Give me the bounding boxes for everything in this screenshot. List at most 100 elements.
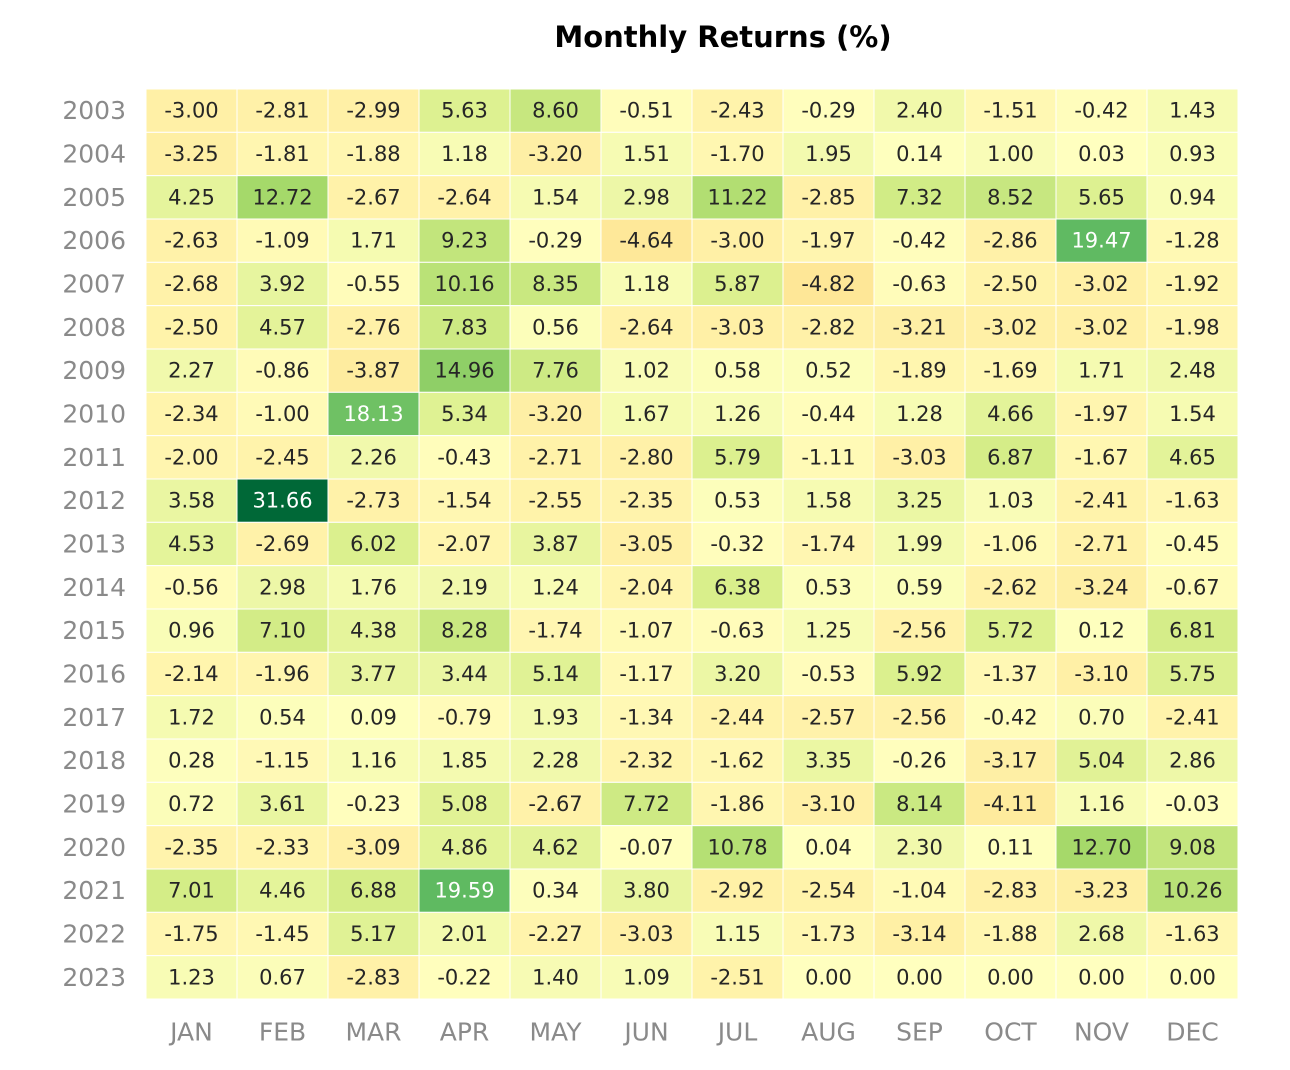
heatmap-cell bbox=[1146, 911, 1239, 957]
heatmap-cell bbox=[691, 521, 784, 567]
cell-value-label: -2.82 bbox=[801, 315, 855, 339]
heatmap-cell bbox=[327, 88, 420, 133]
heatmap-cell bbox=[236, 825, 329, 870]
cell-value-label: -1.11 bbox=[801, 445, 855, 469]
heatmap-cell bbox=[418, 911, 511, 957]
heatmap-cell bbox=[236, 565, 329, 610]
cell-value-label: 4.53 bbox=[168, 532, 215, 556]
cell-value-label: 5.34 bbox=[441, 402, 488, 426]
heatmap-cell bbox=[782, 88, 875, 133]
heatmap-cell bbox=[1146, 521, 1239, 567]
heatmap-cell bbox=[418, 825, 511, 870]
cell-value-label: -1.89 bbox=[892, 359, 946, 383]
heatmap-cell bbox=[327, 391, 420, 437]
cell-value-label: -2.32 bbox=[619, 749, 673, 773]
cell-value-label: 4.25 bbox=[168, 185, 215, 209]
heatmap-cell bbox=[691, 131, 784, 177]
heatmap-cell bbox=[873, 305, 966, 350]
cell-value-label: 10.26 bbox=[1162, 879, 1222, 903]
cell-value-label: -2.27 bbox=[528, 922, 582, 946]
cell-value-label: -2.41 bbox=[1074, 489, 1128, 513]
heatmap-cell bbox=[691, 391, 784, 437]
cell-value-label: 2.48 bbox=[1169, 359, 1216, 383]
cell-value-label: -2.35 bbox=[619, 489, 673, 513]
cell-value-label: -2.76 bbox=[346, 315, 400, 339]
cell-value-label: -3.05 bbox=[619, 532, 673, 556]
cell-value-label: 4.57 bbox=[259, 315, 306, 339]
year-axis: 2003 2004 2005 2006 2007 2008 2009 2010 2011 2012… bbox=[62, 96, 126, 992]
cell-value-label: 4.46 bbox=[259, 879, 306, 903]
cell-value-label: -3.14 bbox=[892, 922, 946, 946]
heatmap-cell bbox=[1146, 695, 1239, 740]
cell-value-label: -3.17 bbox=[983, 749, 1037, 773]
heatmap-cell bbox=[1055, 608, 1148, 653]
cell-value-label: 7.72 bbox=[623, 792, 670, 816]
cell-value-label: 0.34 bbox=[532, 879, 579, 903]
heatmap-cell bbox=[691, 911, 784, 957]
cell-value-label: 6.88 bbox=[350, 879, 397, 903]
cell-value-label: 1.95 bbox=[805, 142, 852, 166]
heatmap-cell bbox=[1146, 348, 1239, 393]
heatmap-cell bbox=[145, 218, 238, 263]
cell-value-label: -1.73 bbox=[801, 922, 855, 946]
cell-value-label: 14.96 bbox=[434, 359, 494, 383]
cell-value-label: 1.76 bbox=[350, 575, 397, 599]
heatmap-cell bbox=[1055, 955, 1148, 1000]
heatmap-cell bbox=[691, 305, 784, 350]
cell-value-label: 6.38 bbox=[714, 575, 761, 599]
heatmap-cell bbox=[327, 218, 420, 263]
heatmap-cell bbox=[145, 738, 238, 783]
cell-value-label: -0.42 bbox=[892, 229, 946, 253]
cell-value-label: -1.34 bbox=[619, 705, 673, 729]
cell-value-label: -3.21 bbox=[892, 315, 946, 339]
cell-value-label: 5.08 bbox=[441, 792, 488, 816]
heatmap-cell bbox=[509, 131, 602, 177]
heatmap-cell bbox=[782, 955, 875, 1000]
month-tick-label: JUN bbox=[622, 1018, 668, 1047]
heatmap-cell bbox=[418, 348, 511, 393]
cell-value-label: -2.67 bbox=[346, 185, 400, 209]
year-tick-label: 2018 bbox=[62, 746, 126, 775]
cell-value-label: 3.20 bbox=[714, 662, 761, 686]
cell-value-label: 0.11 bbox=[987, 835, 1034, 859]
heatmap-cell bbox=[418, 608, 511, 653]
cell-value-label: -2.14 bbox=[164, 662, 218, 686]
heatmap-cell bbox=[1146, 955, 1239, 1000]
heatmap-cell bbox=[873, 435, 966, 480]
heatmap-cell bbox=[509, 478, 602, 523]
cell-value-label: -2.62 bbox=[983, 575, 1037, 599]
heatmap-cell bbox=[691, 348, 784, 393]
cell-value-label: 0.00 bbox=[1169, 965, 1216, 989]
heatmap-cell bbox=[236, 911, 329, 957]
cell-value-label: -3.03 bbox=[892, 445, 946, 469]
cell-value-label: 8.28 bbox=[441, 619, 488, 643]
cell-value-label: 19.47 bbox=[1071, 229, 1131, 253]
cell-value-label: -1.81 bbox=[255, 142, 309, 166]
cell-value-label: 2.01 bbox=[441, 922, 488, 946]
cell-value-label: 1.28 bbox=[896, 402, 943, 426]
cell-value-label: -3.23 bbox=[1074, 879, 1128, 903]
cell-value-label: -1.63 bbox=[1165, 922, 1219, 946]
cell-value-label: -3.02 bbox=[1074, 315, 1128, 339]
cell-value-label: -2.55 bbox=[528, 489, 582, 513]
heatmap-cell bbox=[1055, 521, 1148, 567]
heatmap-cell bbox=[691, 825, 784, 870]
heatmap-cell bbox=[236, 955, 329, 1000]
cell-value-label: -2.04 bbox=[619, 575, 673, 599]
cell-value-label: -0.29 bbox=[528, 229, 582, 253]
cell-value-label: 1.26 bbox=[714, 402, 761, 426]
cell-value-label: 4.38 bbox=[350, 619, 397, 643]
heatmap-cell bbox=[691, 565, 784, 610]
cell-value-label: -0.44 bbox=[801, 402, 855, 426]
cell-value-label: -1.62 bbox=[710, 749, 764, 773]
heatmap-cell bbox=[782, 435, 875, 480]
cell-value-label: -1.74 bbox=[528, 619, 582, 643]
cell-value-label: -2.67 bbox=[528, 792, 582, 816]
cell-value-label: -1.97 bbox=[1074, 402, 1128, 426]
year-tick-label: 2019 bbox=[62, 790, 126, 819]
cell-value-label: -0.03 bbox=[1165, 792, 1219, 816]
cell-value-label: 0.54 bbox=[259, 705, 306, 729]
cell-value-label: -2.35 bbox=[164, 835, 218, 859]
heatmap-cell bbox=[1146, 565, 1239, 610]
heatmap-cell bbox=[236, 261, 329, 307]
